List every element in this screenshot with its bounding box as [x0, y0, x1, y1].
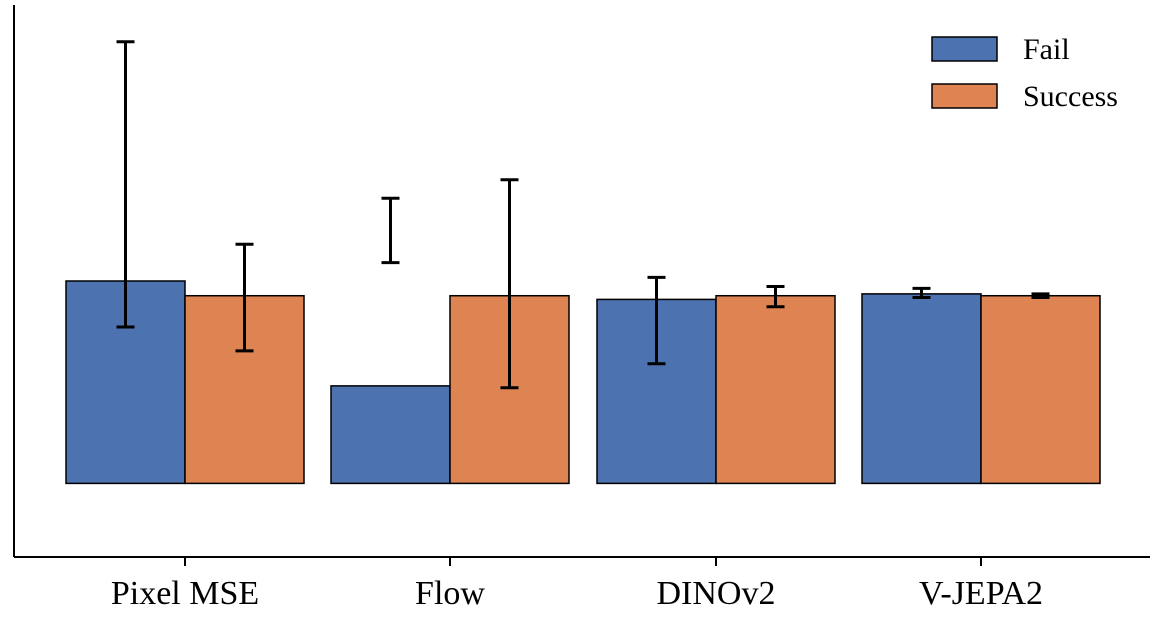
bar-fail-3: [861, 293, 982, 485]
bar-success-2: [715, 294, 836, 485]
legend-swatch-fail: [931, 36, 998, 62]
bar-success-3: [980, 294, 1101, 485]
x-tick-label-2: DINOv2: [657, 575, 776, 612]
bar-fail-1: [330, 385, 451, 485]
x-tick-label-1: Flow: [415, 575, 485, 612]
legend-swatch-success: [931, 83, 998, 109]
x-tick-label-3: V-JEPA2: [919, 575, 1043, 612]
legend-label-fail: Fail: [1023, 33, 1070, 66]
legend-label-success: Success: [1023, 80, 1118, 113]
x-tick-label-0: Pixel MSE: [111, 575, 259, 612]
